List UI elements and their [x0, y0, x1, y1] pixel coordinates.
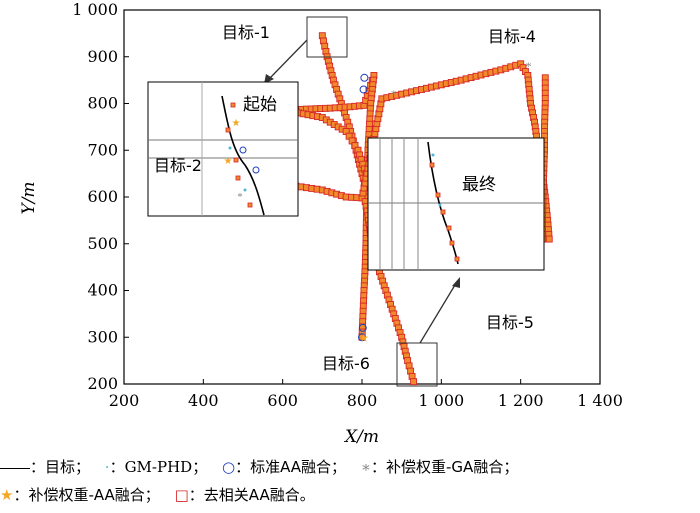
- legend-item-target: ：目标；: [0, 456, 90, 477]
- arrow-start: [269, 39, 308, 79]
- inset-marker: [449, 240, 455, 246]
- inset-start-label: 起始: [243, 95, 277, 115]
- y-tick-label: 600: [87, 187, 118, 206]
- inset-marker: ★: [232, 118, 241, 129]
- x-tick-label: 1 400: [577, 391, 623, 410]
- legend-item-comp-ga: ∗：补偿权重-GA融合；: [360, 458, 519, 476]
- inset-marker: [252, 166, 260, 174]
- inset-marker: [230, 102, 236, 108]
- arrow-end-head: [452, 277, 460, 288]
- comp-aa-marker: ★: [359, 332, 369, 344]
- y-tick-label: 700: [87, 140, 118, 159]
- inset-marker: [243, 188, 247, 192]
- circle-marker-icon: ○: [221, 458, 236, 476]
- inset-marker: [435, 192, 441, 198]
- y-tick-label: 1 000: [72, 0, 118, 19]
- inset-marker: [233, 157, 239, 163]
- inset-marker: [225, 127, 231, 133]
- y-tick-label: 400: [87, 281, 118, 300]
- inset-end: 最终: [367, 137, 545, 271]
- inset-marker: [239, 146, 247, 154]
- comp-ga-marker: *: [526, 59, 532, 73]
- x-tick-label: 800: [347, 391, 378, 410]
- legend-item-comp-aa: ★：补偿权重-AA融合；: [0, 486, 160, 504]
- target-6-label: 目标-6: [322, 354, 370, 373]
- std-aa-marker: [360, 73, 369, 82]
- y-axis-ticks: 200 300 400 500 600 700 800 900 1 000: [72, 0, 129, 393]
- inset-marker: [438, 203, 442, 207]
- y-tick-label: 200: [87, 374, 118, 393]
- track-marker: [545, 235, 553, 243]
- track-marker: [410, 378, 418, 386]
- x-tick-label: 1 200: [498, 391, 544, 410]
- std-aa-marker: [358, 323, 367, 332]
- y-axis-label: Y/m: [19, 181, 39, 214]
- y-tick-label: 300: [87, 327, 118, 346]
- target-2-label: 目标-2: [154, 156, 202, 175]
- target-5-label: 目标-5: [486, 313, 534, 332]
- inset-end-label: 最终: [462, 175, 496, 195]
- inset-marker: ★: [224, 156, 233, 167]
- zoom-box-start: [306, 16, 348, 58]
- x-axis-ticks: 200 400 600 800 1 000 1 200 1 400: [109, 379, 623, 410]
- inset-marker: [235, 175, 241, 181]
- square-marker-icon: □: [174, 486, 189, 504]
- inset-marker: [228, 146, 232, 150]
- legend-row-1: ：目标； ·：GM-PHD； ○：标准AA融合； ∗：补偿权重-GA融合；: [0, 456, 700, 477]
- inset-marker: *: [237, 191, 243, 203]
- y-tick-label: 800: [87, 94, 118, 113]
- x-tick-label: 200: [109, 391, 140, 410]
- inset-start: ★ ★ * 起始: [147, 81, 299, 217]
- target-1-label: 目标-1: [222, 23, 270, 42]
- std-aa-marker: [359, 85, 368, 94]
- dot-marker-icon: ·: [104, 458, 110, 476]
- y-tick-label: 500: [87, 234, 118, 253]
- inset-marker: [440, 209, 446, 215]
- inset-marker: [429, 162, 435, 168]
- legend-item-std-aa: ○：标准AA融合；: [221, 458, 347, 476]
- star-marker-icon: ★: [0, 486, 14, 504]
- legend-row-2: ★：补偿权重-AA融合； □：去相关AA融合。: [0, 484, 700, 505]
- target-4-label: 目标-4: [488, 27, 536, 46]
- std-aa-marker: [358, 333, 366, 342]
- zoom-box-end: [396, 342, 438, 387]
- legend-item-gmphd: ·：GM-PHD；: [104, 458, 208, 476]
- comp-ga-marker: *: [391, 87, 397, 101]
- inset-marker: [446, 225, 452, 231]
- arrow-end: [419, 284, 456, 344]
- x-tick-label: 600: [267, 391, 298, 410]
- line-marker-icon: [0, 467, 30, 469]
- legend-item-decorr-aa: □：去相关AA融合。: [174, 486, 315, 504]
- inset-marker: [454, 256, 460, 262]
- chart-figure: * * ★ 200 400 600 800 1 000 1 200 1 400 200 300 40…: [19, 0, 623, 447]
- asterisk-marker-icon: ∗: [360, 458, 372, 476]
- x-tick-label: 400: [188, 391, 219, 410]
- inset-marker: [431, 153, 435, 157]
- x-tick-label: 1 000: [418, 391, 464, 410]
- y-tick-label: 900: [87, 47, 118, 66]
- inset-marker: [247, 202, 253, 208]
- x-axis-label: X/m: [343, 427, 379, 447]
